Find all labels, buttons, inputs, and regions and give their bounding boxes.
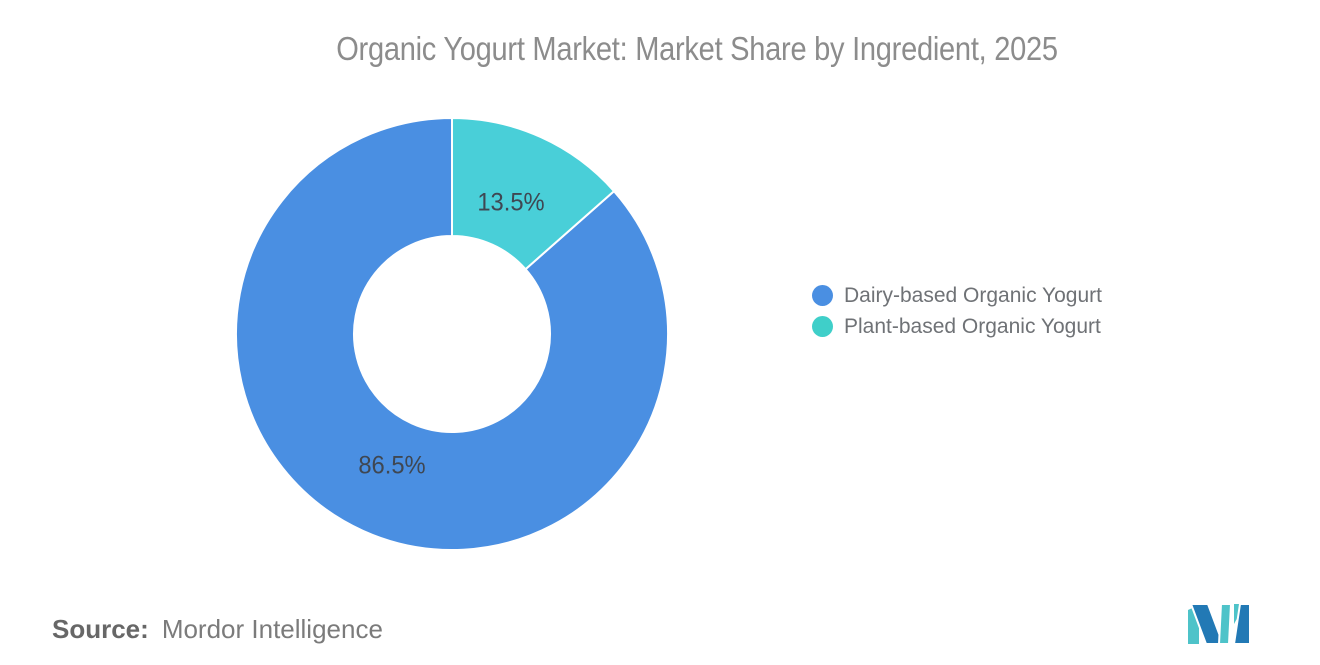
donut-slice-dairy <box>235 116 669 551</box>
source-label: Source: <box>52 614 149 644</box>
chart-legend: Dairy-based Organic Yogurt Plant-based O… <box>812 280 1102 342</box>
donut-chart <box>235 116 669 551</box>
mordor-intelligence-logo <box>1188 603 1251 644</box>
logo-teal-middle-shape <box>1217 603 1233 644</box>
source-value: Mordor Intelligence <box>161 614 383 644</box>
logo-blue-diagonal-shape <box>1189 603 1225 644</box>
slice-label-plant: 13.5% <box>477 188 545 217</box>
legend-dot-plant-icon <box>812 316 833 337</box>
logo-blue-right-shape <box>1232 603 1251 644</box>
legend-item-dairy: Dairy-based Organic Yogurt <box>812 280 1102 311</box>
legend-item-plant: Plant-based Organic Yogurt <box>812 311 1102 342</box>
legend-label-dairy: Dairy-based Organic Yogurt <box>844 283 1102 307</box>
source-row: Source: Mordor Intelligence <box>52 614 383 645</box>
legend-dot-dairy-icon <box>812 285 833 306</box>
donut-slice-plant <box>451 116 616 271</box>
legend-label-plant: Plant-based Organic Yogurt <box>844 314 1101 338</box>
slice-label-dairy: 86.5% <box>358 451 426 480</box>
chart-title: Organic Yogurt Market: Market Share by I… <box>336 30 1058 67</box>
